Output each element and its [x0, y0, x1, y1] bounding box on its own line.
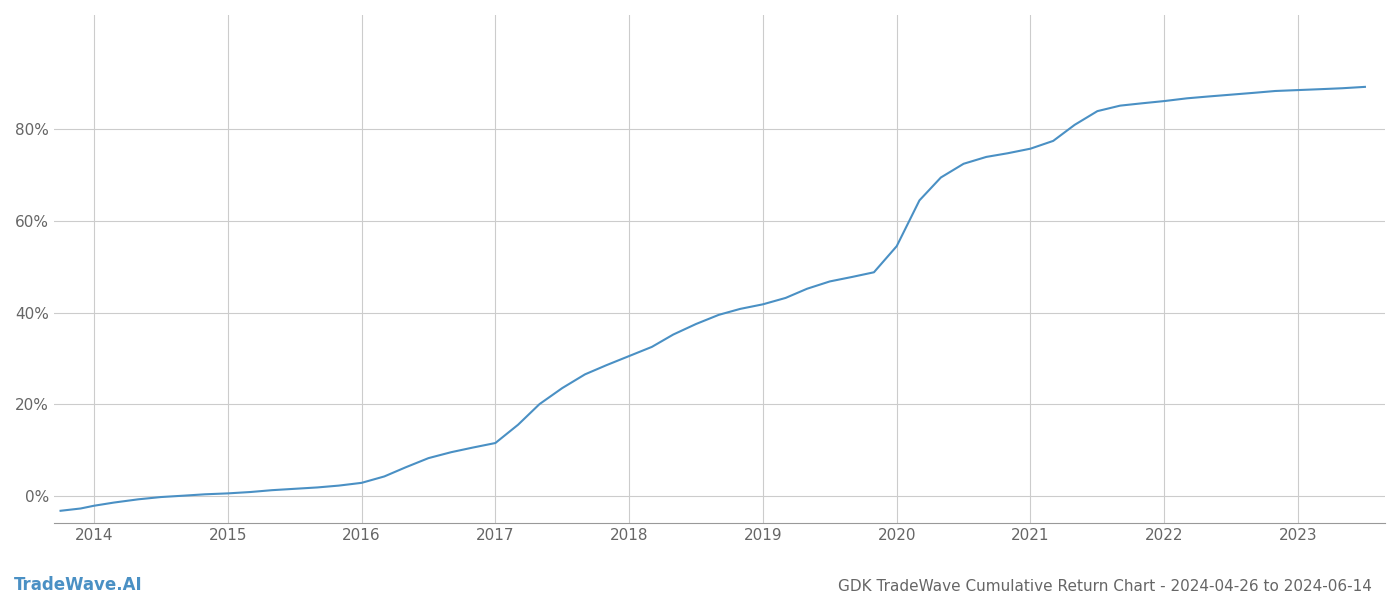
- Text: GDK TradeWave Cumulative Return Chart - 2024-04-26 to 2024-06-14: GDK TradeWave Cumulative Return Chart - …: [839, 579, 1372, 594]
- Text: TradeWave.AI: TradeWave.AI: [14, 576, 143, 594]
